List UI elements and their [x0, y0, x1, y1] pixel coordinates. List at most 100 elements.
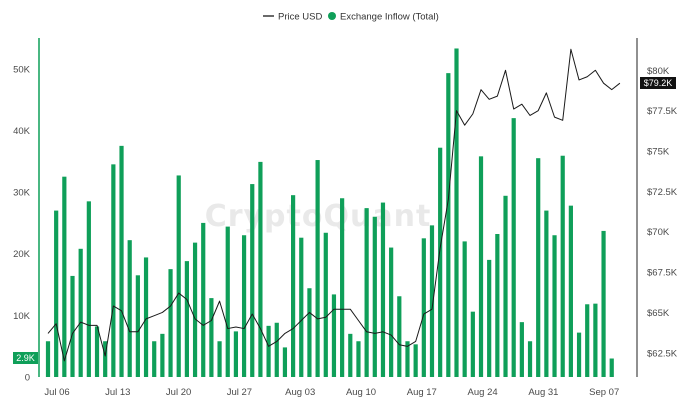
inflow-bar: [127, 240, 132, 377]
inflow-bar: [94, 326, 100, 377]
inflow-bar: [470, 311, 475, 377]
x-tick-label: Aug 24: [468, 387, 498, 398]
inflow-bars: [45, 48, 614, 377]
inflow-bar: [201, 222, 206, 377]
price-line: [47, 48, 621, 362]
y-right-tick-label: $77.5K: [647, 106, 678, 117]
y-right-tick-label: $80K: [647, 66, 670, 77]
inflow-bar: [45, 341, 51, 377]
inflow-bar: [323, 232, 328, 377]
inflow-bar: [413, 344, 418, 377]
left-value-badge-text: 2.9K: [16, 353, 35, 363]
legend-inflow-label: Exchange Inflow (Total): [340, 12, 439, 23]
inflow-bar: [103, 341, 108, 377]
inflow-bar: [233, 331, 239, 377]
inflow-bar: [364, 208, 369, 377]
inflow-bar: [209, 298, 214, 377]
y-left-tick-label: 20K: [13, 249, 31, 260]
inflow-bar: [462, 241, 467, 377]
inflow-bar: [446, 73, 451, 377]
legend-inflow-dot-marker: [328, 12, 336, 20]
inflow-bar: [340, 198, 345, 377]
inflow-bar: [585, 304, 590, 377]
inflow-bar: [495, 234, 500, 377]
inflow-bar: [78, 248, 83, 377]
inflow-bar: [184, 261, 189, 377]
y-right-tick-label: $62.5K: [647, 348, 678, 359]
y-left-ticks: 0 10K 20K 30K 40K 50K: [13, 64, 31, 383]
x-tick-label: Jul 13: [105, 387, 130, 398]
inflow-bar: [503, 195, 508, 377]
x-tick-label: Aug 31: [528, 387, 558, 398]
inflow-bar: [217, 341, 222, 377]
left-value-badge: 2.9K: [13, 352, 38, 364]
left-value-badge-bg: [13, 352, 38, 364]
inflow-bar: [152, 341, 157, 377]
inflow-bar: [315, 160, 320, 377]
inflow-bar: [274, 322, 279, 377]
y-left-tick-label: 40K: [13, 126, 31, 137]
x-tick-label: Jul 20: [166, 387, 191, 398]
inflow-bar: [487, 259, 492, 377]
y-right-tick-label: $72.5K: [647, 187, 678, 198]
y-right-tick-label: $65K: [647, 308, 670, 319]
inflow-bar: [438, 147, 443, 377]
inflow-bar: [593, 303, 598, 377]
inflow-bar: [405, 341, 410, 377]
inflow-bar: [356, 341, 361, 377]
inflow-bar: [225, 226, 230, 377]
inflow-bar: [380, 202, 386, 377]
inflow-bar: [241, 235, 247, 377]
inflow-bar: [560, 155, 565, 377]
inflow-bar: [192, 242, 198, 377]
inflow-bar: [62, 176, 67, 377]
inflow-bar: [250, 184, 255, 377]
inflow-bar: [291, 195, 296, 377]
inflow-bar: [552, 235, 557, 377]
inflow-bar: [307, 288, 312, 377]
x-tick-label: Jul 06: [44, 387, 69, 398]
inflow-bar: [282, 347, 288, 377]
inflow-bar: [429, 225, 435, 377]
inflow-bar: [397, 296, 402, 377]
inflow-bar: [527, 341, 533, 377]
right-value-badge: $79.2K: [640, 77, 676, 89]
legend: Price USD Exchange Inflow (Total): [263, 12, 439, 23]
y-left-tick-label: 30K: [13, 188, 31, 199]
inflow-bar: [54, 210, 59, 377]
inflow-bar: [536, 158, 541, 377]
y-left-tick-label: 0: [25, 373, 30, 384]
inflow-bar: [86, 201, 91, 377]
x-tick-label: Aug 03: [285, 387, 315, 398]
inflow-bar: [331, 294, 337, 377]
y-left-tick-label: 50K: [13, 64, 31, 75]
inflow-bar: [454, 48, 459, 377]
right-value-badge-text: $79.2K: [644, 78, 673, 88]
inflow-bar: [135, 275, 140, 377]
inflow-bar: [160, 333, 165, 377]
legend-price-label: Price USD: [278, 12, 322, 23]
x-tick-label: Sep 07: [589, 387, 619, 398]
inflow-bar: [544, 210, 549, 377]
y-right-tick-label: $70K: [647, 227, 670, 238]
inflow-bar: [168, 269, 173, 377]
inflow-bar: [609, 358, 614, 377]
x-tick-label: Aug 17: [407, 387, 437, 398]
price-line-layer: [47, 48, 621, 362]
inflow-bar: [568, 205, 573, 377]
inflow-bar: [421, 238, 426, 377]
inflow-bar: [348, 333, 353, 377]
y-right-tick-label: $67.5K: [647, 268, 678, 279]
inflow-bar: [119, 145, 124, 377]
inflow-bar: [176, 175, 181, 377]
inflow-bar: [299, 237, 304, 377]
inflow-bar: [372, 216, 377, 377]
inflow-bar: [519, 322, 524, 377]
inflow-bar: [601, 230, 606, 377]
inflow-bar: [111, 164, 116, 377]
x-ticks: Jul 06 Jul 13 Jul 20 Jul 27 Aug 03 Aug 10 Aug …: [44, 387, 619, 398]
inflow-bar: [266, 325, 271, 377]
right-value-badge-bg: [640, 77, 676, 89]
